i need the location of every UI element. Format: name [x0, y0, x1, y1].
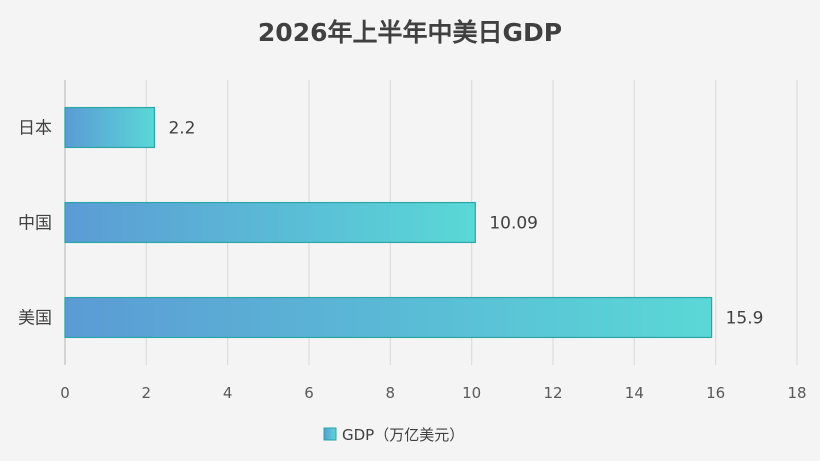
legend-label: GDP（万亿美元） [342, 426, 464, 444]
x-tick-labels: 0 2 4 6 8 10 12 14 16 18 [60, 384, 806, 402]
x-tick-label: 14 [625, 384, 644, 402]
x-tick-label: 12 [543, 384, 562, 402]
bar-2 [64, 106, 156, 149]
legend-swatch [323, 427, 337, 441]
legend: GDP（万亿美元） [323, 426, 464, 444]
x-tick-label: 2 [142, 384, 152, 402]
data-label: 15.9 [726, 309, 764, 329]
x-tick-label: 18 [787, 384, 806, 402]
x-tick-label: 4 [223, 384, 233, 402]
x-tick-label: 8 [386, 384, 396, 402]
data-label: 10.09 [489, 214, 538, 234]
data-labels: 15.9 10.09 2.2 [168, 119, 763, 329]
chart-title: 2026年上半年中美日GDP [258, 18, 562, 47]
x-tick-label: 16 [706, 384, 725, 402]
x-tick-label: 0 [60, 384, 70, 402]
category-label: 美国 [18, 309, 52, 329]
x-tick-label: 10 [462, 384, 481, 402]
x-tick-label: 6 [304, 384, 314, 402]
bar-0 [64, 296, 713, 339]
data-label: 2.2 [168, 119, 195, 139]
bar-1 [64, 201, 476, 244]
category-label: 中国 [18, 214, 52, 234]
bars [64, 106, 713, 339]
category-label: 日本 [18, 119, 52, 139]
